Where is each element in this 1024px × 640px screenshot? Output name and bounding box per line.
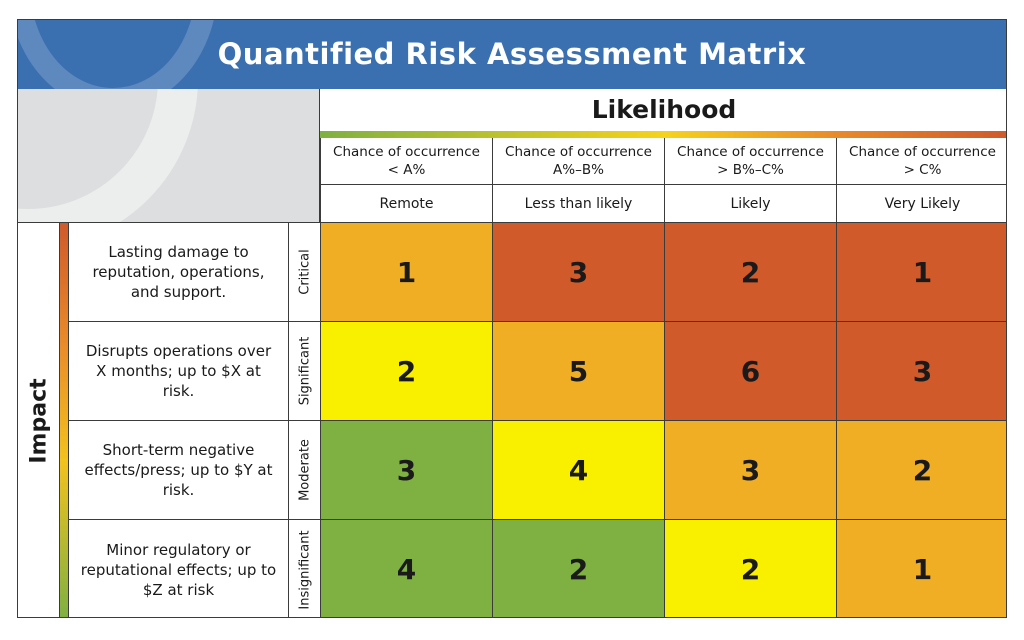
severity-text: Moderate <box>297 439 312 501</box>
column-label-remote: Remote <box>320 185 492 223</box>
title-banner: Quantified Risk Assessment Matrix <box>18 20 1006 89</box>
impact-gradient-bar <box>60 223 68 617</box>
column-chance-4: Chance of occurrence > C% <box>836 138 1006 185</box>
column-label-likely: Likely <box>664 185 836 223</box>
column-chance-2: Chance of occurrence A%–B% <box>492 138 664 185</box>
risk-cell: 2 <box>492 520 664 617</box>
risk-cell: 2 <box>664 223 836 322</box>
column-chance-1: Chance of occurrence < A% <box>320 138 492 185</box>
row-description-moderate: Short-term negative effects/press; up to… <box>68 421 288 520</box>
likelihood-gradient-bar <box>320 131 1006 138</box>
column-label-less-than-likely: Less than likely <box>492 185 664 223</box>
risk-cell: 5 <box>492 322 664 421</box>
risk-cell: 3 <box>836 322 1006 421</box>
severity-text: Significant <box>297 336 312 406</box>
risk-cell: 4 <box>320 520 492 617</box>
row-severity-significant: Significant <box>288 322 320 421</box>
risk-cell: 3 <box>664 421 836 520</box>
corner-decoration <box>18 89 320 223</box>
column-chance-3: Chance of occurrence > B%–C% <box>664 138 836 185</box>
risk-cell: 3 <box>320 421 492 520</box>
row-description-significant: Disrupts operations over X months; up to… <box>68 322 288 421</box>
risk-cell: 1 <box>836 223 1006 322</box>
risk-cell: 1 <box>836 520 1006 617</box>
severity-text: Critical <box>297 249 312 295</box>
severity-text: Insignificant <box>297 529 312 610</box>
risk-cell: 1 <box>320 223 492 322</box>
chance-text: Chance of occurrence > B%–C% <box>677 144 824 178</box>
likelihood-heading: Likelihood <box>591 95 737 124</box>
row-severity-critical: Critical <box>288 223 320 322</box>
impact-axis: Impact <box>18 223 60 617</box>
chance-text: Chance of occurrence < A% <box>333 144 480 178</box>
chance-text: Chance of occurrence A%–B% <box>505 144 652 178</box>
risk-cell: 6 <box>664 322 836 421</box>
risk-cell: 2 <box>320 322 492 421</box>
row-description-insignificant: Minor regulatory or reputational effects… <box>68 520 288 617</box>
column-label-very-likely: Very Likely <box>836 185 1006 223</box>
impact-heading: Impact <box>26 378 51 464</box>
risk-cell: 3 <box>492 223 664 322</box>
risk-cell: 4 <box>492 421 664 520</box>
row-severity-insignificant: Insignificant <box>288 520 320 617</box>
row-severity-moderate: Moderate <box>288 421 320 520</box>
risk-cell: 2 <box>664 520 836 617</box>
risk-matrix: Quantified Risk Assessment Matrix Likeli… <box>17 19 1007 618</box>
corner-arc-decoration <box>18 89 198 222</box>
row-description-critical: Lasting damage to reputation, operations… <box>68 223 288 322</box>
risk-cell: 2 <box>836 421 1006 520</box>
matrix-title: Quantified Risk Assessment Matrix <box>217 37 807 71</box>
chance-text: Chance of occurrence > C% <box>849 144 996 178</box>
